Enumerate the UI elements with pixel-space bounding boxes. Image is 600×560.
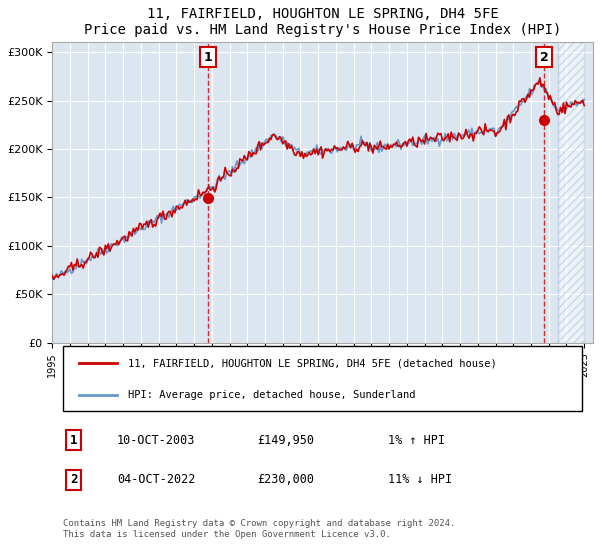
Text: 11, FAIRFIELD, HOUGHTON LE SPRING, DH4 5FE (detached house): 11, FAIRFIELD, HOUGHTON LE SPRING, DH4 5…	[128, 358, 497, 368]
FancyBboxPatch shape	[63, 347, 582, 411]
Text: Contains HM Land Registry data © Crown copyright and database right 2024.
This d: Contains HM Land Registry data © Crown c…	[63, 520, 455, 539]
Text: 10-OCT-2003: 10-OCT-2003	[117, 433, 196, 447]
Text: 11% ↓ HPI: 11% ↓ HPI	[388, 473, 452, 486]
Text: 1: 1	[70, 433, 77, 447]
Text: £230,000: £230,000	[258, 473, 315, 486]
Text: 04-OCT-2022: 04-OCT-2022	[117, 473, 196, 486]
Text: 1: 1	[203, 50, 212, 63]
Text: 2: 2	[70, 473, 77, 486]
Title: 11, FAIRFIELD, HOUGHTON LE SPRING, DH4 5FE
Price paid vs. HM Land Registry's Hou: 11, FAIRFIELD, HOUGHTON LE SPRING, DH4 5…	[84, 7, 561, 37]
Text: 2: 2	[540, 50, 548, 63]
Text: 1% ↑ HPI: 1% ↑ HPI	[388, 433, 445, 447]
Text: £149,950: £149,950	[258, 433, 315, 447]
Text: HPI: Average price, detached house, Sunderland: HPI: Average price, detached house, Sund…	[128, 390, 415, 400]
